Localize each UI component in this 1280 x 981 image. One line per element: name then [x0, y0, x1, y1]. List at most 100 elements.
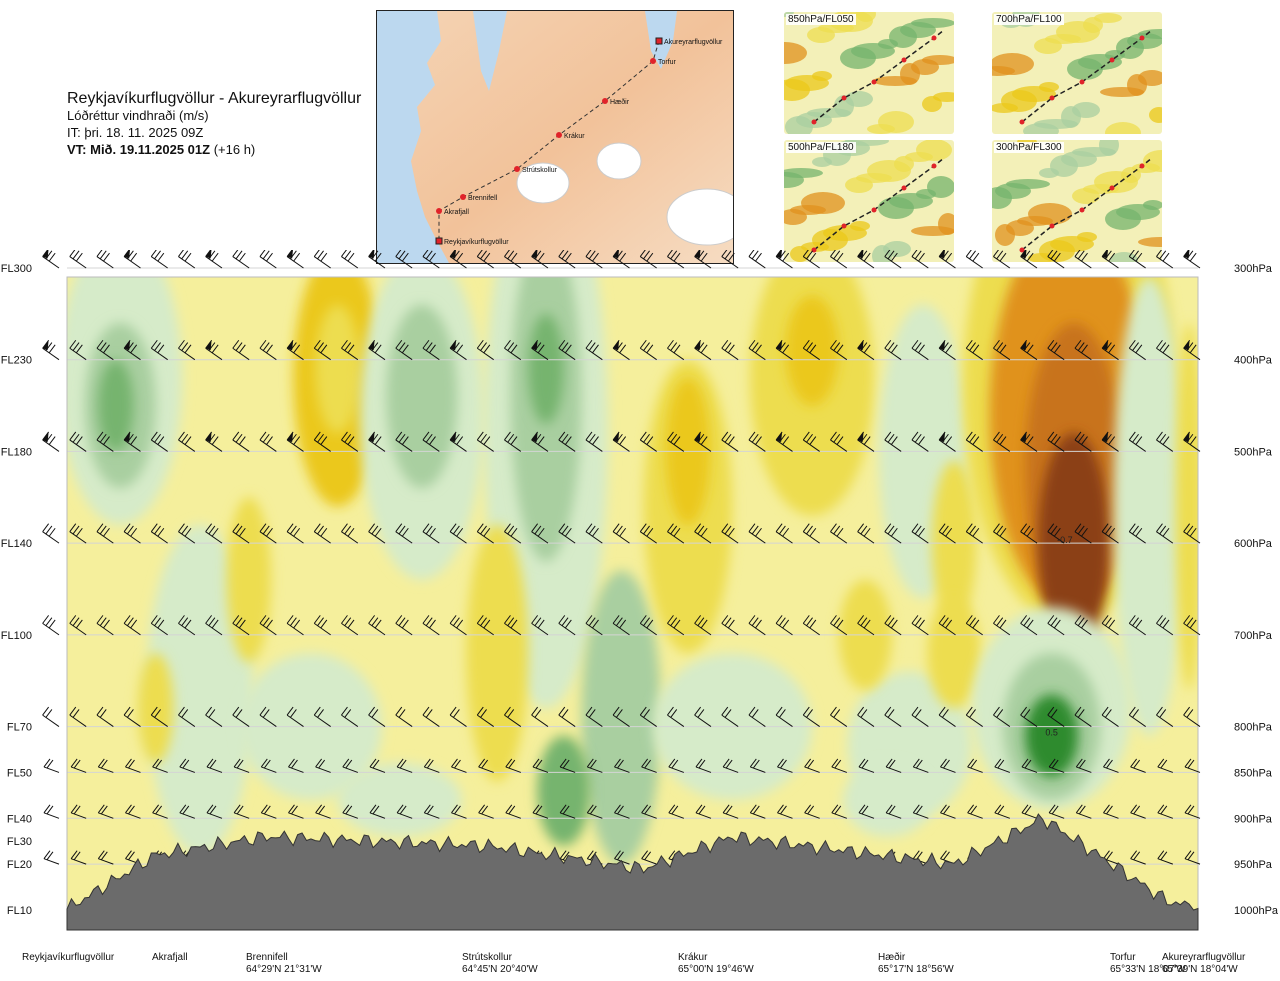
barb-staff: [559, 766, 576, 773]
barb-feather: [721, 339, 729, 349]
barb-feather: [969, 617, 976, 626]
barb-feather: [480, 433, 487, 443]
wind-barb: [1183, 523, 1201, 544]
barb-staff: [830, 256, 848, 269]
wind-barb: [96, 523, 114, 544]
barb-feather: [454, 759, 461, 769]
wind-barb: [422, 339, 440, 361]
mini-route-point: [1019, 247, 1025, 253]
wind-barb: [777, 758, 793, 773]
barb-staff: [96, 347, 114, 361]
barb-feather: [938, 615, 946, 624]
barb-feather: [671, 759, 679, 769]
wind-barb: [97, 850, 114, 865]
barb-feather: [670, 525, 678, 535]
barb-feather: [178, 523, 185, 532]
barb-feather: [483, 344, 491, 354]
barb-feather: [592, 619, 599, 629]
barb-feather: [317, 342, 324, 351]
barb-feather: [646, 436, 654, 445]
barb-staff: [558, 622, 576, 636]
barb-staff: [857, 622, 875, 636]
barb-feather: [721, 250, 728, 257]
barb-feather: [452, 617, 460, 626]
barb-feather: [100, 805, 108, 815]
wind-barb: [1101, 615, 1119, 636]
mini-route-point: [1049, 223, 1055, 229]
barb-feather: [993, 706, 1000, 716]
barb-staff: [721, 347, 739, 361]
barb-feather: [398, 525, 406, 535]
wind-barb: [775, 615, 793, 636]
barb-feather: [508, 759, 516, 769]
wind-barb: [777, 804, 793, 819]
barb-feather: [612, 615, 620, 624]
mini-map-500[interactable]: 500hPa/FL180: [784, 140, 954, 262]
barb-feather: [670, 617, 678, 626]
wind-barb: [585, 431, 603, 452]
wind-barb: [993, 615, 1011, 636]
wind-barb: [558, 339, 576, 361]
barb-staff: [830, 439, 848, 452]
barb-staff: [695, 812, 712, 819]
barb-staff: [1020, 347, 1038, 361]
barb-staff: [150, 347, 168, 361]
barb-staff: [531, 256, 549, 269]
wind-barb: [1128, 615, 1146, 636]
mini-map-700[interactable]: 700hPa/FL100: [992, 12, 1162, 134]
barb-feather: [480, 250, 487, 260]
barb-feather: [830, 431, 837, 441]
barb-staff: [1101, 347, 1119, 361]
barb-feather: [965, 615, 973, 624]
wind-barb: [558, 615, 576, 636]
wind-barb: [802, 523, 820, 544]
mini-map-850[interactable]: 850hPa/FL050: [784, 12, 954, 134]
barb-feather: [941, 617, 949, 626]
barb-feather: [639, 431, 647, 441]
barb-feather: [994, 758, 1002, 768]
barb-feather: [806, 525, 813, 535]
wind-barb: [1047, 431, 1065, 452]
field-blob: [843, 763, 932, 837]
barb-staff: [667, 256, 685, 269]
barb-feather: [537, 436, 545, 445]
barb-staff: [1183, 531, 1201, 544]
route-overview-map[interactable]: Akureyrarflugvöllur Torfur Hæðir Krákur Strú…: [376, 10, 734, 264]
wind-barb: [476, 339, 494, 361]
barb-feather: [972, 344, 980, 354]
wind-barb: [1184, 758, 1201, 773]
barb-feather: [562, 851, 570, 861]
barb-feather: [1186, 617, 1194, 626]
barb-feather: [181, 250, 189, 260]
barb-staff: [993, 347, 1011, 361]
wind-barb: [775, 706, 793, 727]
wind-barb: [721, 615, 739, 636]
barb-feather: [130, 344, 138, 354]
barb-feather: [561, 525, 569, 535]
barb-feather: [46, 851, 54, 861]
barb-feather: [561, 433, 569, 443]
barb-staff: [694, 347, 712, 361]
barb-feather: [1133, 805, 1141, 815]
wind-barbs: [42, 250, 1201, 865]
barb-staff: [585, 531, 603, 544]
wind-barb: [667, 706, 685, 727]
barb-staff: [748, 347, 766, 361]
barb-feather: [425, 525, 433, 535]
station-label: Akrafjall: [444, 209, 469, 216]
barb-feather: [1135, 527, 1143, 537]
barb-feather: [1132, 525, 1139, 535]
barb-feather: [588, 525, 596, 535]
wind-barb: [504, 706, 522, 727]
mini-map-300[interactable]: 300hPa/FL300: [992, 140, 1162, 262]
barb-staff: [1184, 858, 1201, 865]
barb-feather: [42, 523, 50, 532]
wind-barb: [1020, 431, 1038, 452]
barb-staff: [205, 622, 223, 636]
barb-staff: [96, 439, 114, 452]
waypoint-coordinate: 65°17'N 18°56'W: [878, 964, 954, 975]
barb-feather: [401, 619, 409, 629]
barb-staff: [123, 531, 141, 544]
barb-staff: [150, 622, 168, 636]
barb-feather: [398, 617, 406, 626]
